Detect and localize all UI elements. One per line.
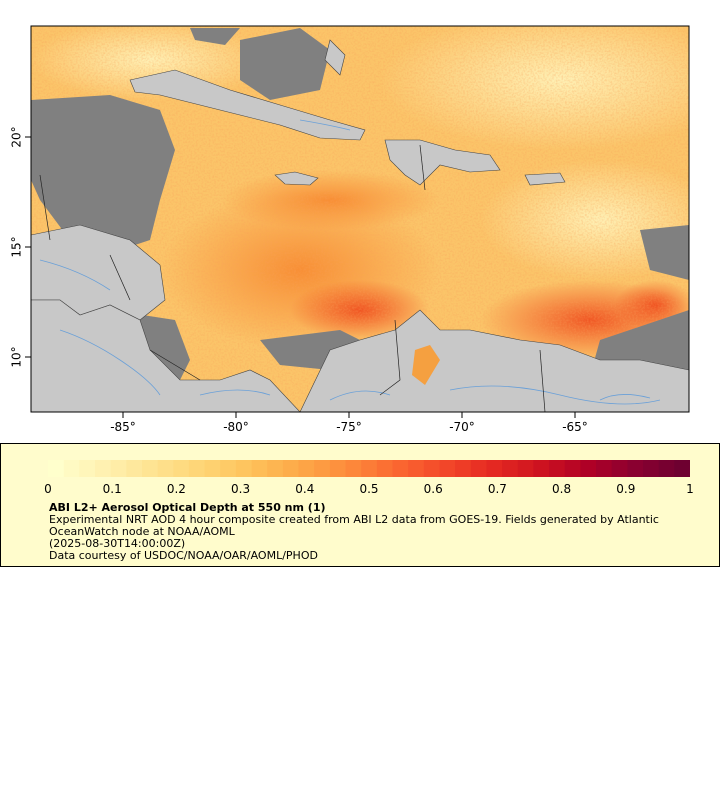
colorbar-step bbox=[142, 460, 159, 477]
colorbar-step bbox=[392, 460, 409, 477]
legend-timestamp: (2025-08-30T14:00:00Z) bbox=[49, 537, 186, 550]
colorbar-tick-label: 0.5 bbox=[359, 482, 379, 496]
y-tick-label: 10° bbox=[9, 346, 24, 368]
plot-frame bbox=[30, 25, 690, 413]
colorbar-step bbox=[345, 460, 362, 477]
colorbar-step bbox=[329, 460, 347, 477]
colorbar-step bbox=[643, 460, 660, 477]
map-panel: -85° -80° -75° -70° -65° 20° 15° 10° bbox=[9, 25, 690, 434]
colorbar-step bbox=[110, 460, 127, 477]
colorbar-step bbox=[126, 460, 143, 477]
colorbar-step bbox=[235, 460, 253, 477]
colorbar-step bbox=[439, 460, 456, 477]
colorbar-tick-label: 0.7 bbox=[487, 482, 507, 496]
colorbar-step bbox=[188, 460, 206, 477]
x-tick-label: -65° bbox=[562, 420, 588, 434]
country-borders bbox=[39, 144, 546, 412]
colorbar-tick-label: 0.9 bbox=[616, 482, 636, 496]
colorbar-step bbox=[549, 460, 566, 477]
colorbar-step bbox=[204, 460, 221, 477]
x-tick-label: -80° bbox=[223, 420, 249, 434]
legend-description-cont: OceanWatch node at NOAA/AOML bbox=[49, 525, 235, 538]
colorbar-step bbox=[486, 460, 503, 477]
colorbar-step bbox=[470, 460, 488, 477]
colorbar-step bbox=[455, 460, 472, 477]
y-tick-label: 20° bbox=[9, 126, 24, 148]
colorbar-step bbox=[314, 460, 331, 477]
legend-title: ABI L2+ Aerosol Optical Depth at 550 nm … bbox=[49, 501, 326, 514]
colorbar-step bbox=[95, 460, 112, 477]
colorbar-step bbox=[282, 460, 300, 477]
colorbar-step bbox=[564, 460, 581, 477]
x-tick-label: -85° bbox=[110, 420, 136, 434]
colorbar-step bbox=[502, 460, 519, 477]
colorbar-step bbox=[423, 460, 441, 477]
colorbar bbox=[48, 460, 690, 477]
colorbar-step bbox=[408, 460, 425, 477]
colorbar-tick-label: 0.1 bbox=[102, 482, 122, 496]
colorbar-step bbox=[63, 460, 80, 477]
colorbar-step bbox=[157, 460, 174, 477]
legend-credit: Data courtesy of USDOC/NOAA/OAR/AOML/PHO… bbox=[49, 549, 318, 562]
x-ticks bbox=[122, 412, 576, 418]
colorbar-step bbox=[580, 460, 597, 477]
legend-panel: 0 0.1 0.2 0.3 0.4 0.5 0.6 0.7 0.8 0.9 1 ABI L2+ Ae… bbox=[0, 443, 720, 567]
y-tick-label: 15° bbox=[9, 236, 24, 258]
colorbar-step bbox=[611, 460, 628, 477]
colorbar-step bbox=[596, 460, 613, 477]
colorbar-tick-label: 0 bbox=[44, 482, 52, 496]
x-tick-label: -75° bbox=[336, 420, 362, 434]
x-tick-label: -70° bbox=[449, 420, 475, 434]
colorbar-step bbox=[220, 460, 237, 477]
aod-map bbox=[25, 25, 690, 418]
colorbar-step bbox=[251, 460, 268, 477]
colorbar-tick-label: 0.3 bbox=[231, 482, 251, 496]
y-ticks bbox=[25, 136, 31, 358]
colorbar-step bbox=[173, 460, 190, 477]
colorbar-step bbox=[658, 460, 675, 477]
legend-description: Experimental NRT AOD 4 hour composite cr… bbox=[49, 513, 659, 526]
colorbar-tick-label: 0.2 bbox=[166, 482, 186, 496]
colorbar-step bbox=[627, 460, 644, 477]
rivers bbox=[39, 119, 661, 405]
land-areas bbox=[31, 39, 689, 412]
colorbar-tick-label: 0.8 bbox=[552, 482, 572, 496]
colorbar-step bbox=[267, 460, 284, 477]
colorbar-step bbox=[376, 460, 394, 477]
colorbar-step bbox=[517, 460, 535, 477]
colorbar-step bbox=[361, 460, 378, 477]
colorbar-step bbox=[533, 460, 550, 477]
colorbar-step bbox=[674, 460, 690, 477]
colorbar-step bbox=[48, 460, 65, 477]
colorbar-tick-label: 1 bbox=[686, 482, 694, 496]
colorbar-step bbox=[79, 460, 96, 477]
colorbar-tick-label: 0.6 bbox=[423, 482, 443, 496]
colorbar-step bbox=[298, 460, 315, 477]
colorbar-tick-label: 0.4 bbox=[295, 482, 315, 496]
